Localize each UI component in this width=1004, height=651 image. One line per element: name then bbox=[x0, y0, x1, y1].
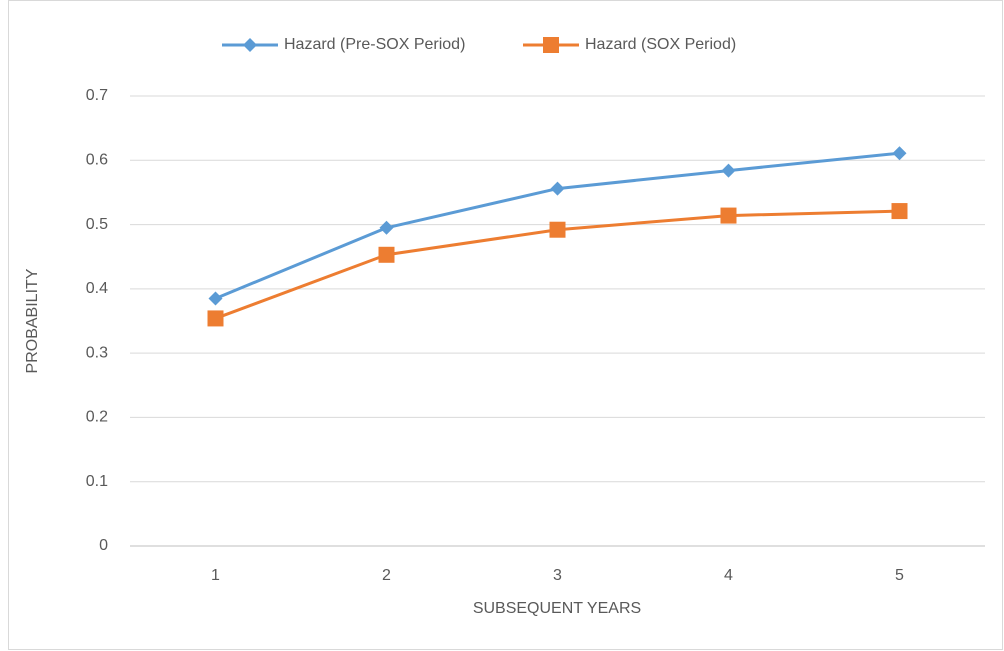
marker bbox=[207, 310, 224, 327]
marker bbox=[721, 163, 736, 178]
y-tick-label: 0 bbox=[99, 537, 108, 554]
x-tick-label: 4 bbox=[724, 567, 733, 584]
legend-label: Hazard (SOX Period) bbox=[585, 36, 736, 53]
y-tick-label: 0.3 bbox=[86, 344, 108, 361]
marker bbox=[378, 246, 395, 263]
y-tick-label: 0.7 bbox=[86, 87, 108, 104]
marker bbox=[720, 207, 737, 224]
marker bbox=[379, 220, 394, 235]
y-tick-label: 0.6 bbox=[86, 152, 108, 169]
x-tick-label: 5 bbox=[895, 567, 904, 584]
y-tick-label: 0.1 bbox=[86, 473, 108, 490]
x-axis-title: SUBSEQUENT YEARS bbox=[473, 600, 641, 617]
y-tick-label: 0.5 bbox=[86, 216, 108, 233]
marker bbox=[550, 181, 565, 196]
y-axis-title: PROBABILITY bbox=[24, 268, 41, 373]
marker bbox=[549, 221, 566, 238]
marker bbox=[891, 203, 908, 220]
x-tick-label: 3 bbox=[553, 567, 562, 584]
legend-label: Hazard (Pre-SOX Period) bbox=[284, 36, 465, 53]
x-tick-label: 2 bbox=[382, 567, 391, 584]
marker bbox=[543, 37, 559, 53]
marker bbox=[243, 38, 257, 52]
x-tick-label: 1 bbox=[211, 567, 220, 584]
marker bbox=[208, 291, 223, 306]
y-tick-label: 0.4 bbox=[86, 280, 108, 297]
chart-border bbox=[8, 0, 1003, 650]
marker bbox=[892, 146, 907, 161]
y-tick-label: 0.2 bbox=[86, 409, 108, 426]
